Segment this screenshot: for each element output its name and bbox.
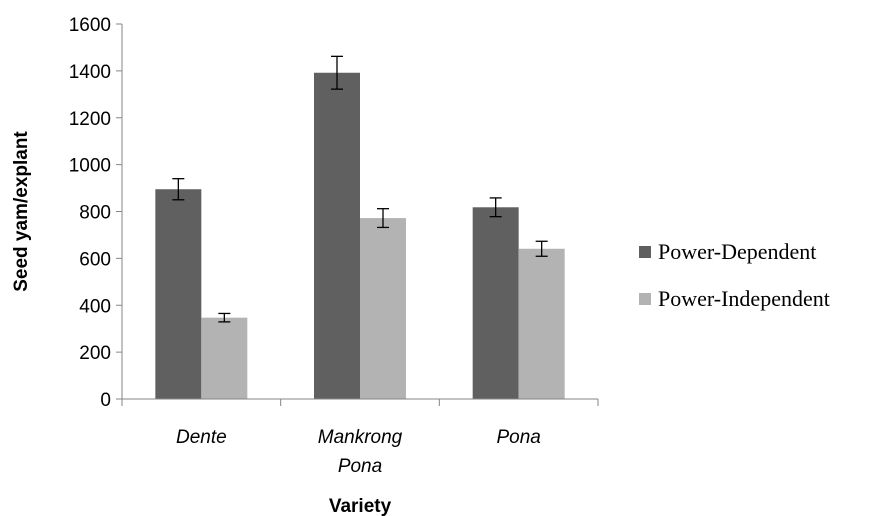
x-category-label: Mankrong (318, 427, 403, 448)
legend: Power-Dependent Power-Independent (639, 239, 830, 311)
legend-label: Power-Independent (658, 286, 830, 311)
error-bars-layer (172, 55, 548, 323)
bars-layer (155, 72, 565, 399)
legend-swatch (639, 246, 651, 258)
y-tick-label: 600 (79, 249, 111, 270)
legend-label: Power-Dependent (658, 239, 816, 264)
x-axis-title: Variety (329, 496, 392, 516)
y-tick-label: 1400 (69, 62, 111, 83)
y-tick-label: 400 (79, 296, 111, 317)
axes-layer: 0 200 400 600 800 1000 1200 1400 1600 Dente Mankro… (69, 15, 599, 477)
y-tick-label: 1000 (69, 156, 111, 177)
y-tick-label: 1200 (69, 109, 111, 130)
bar (201, 317, 248, 399)
x-category-label: Dente (176, 427, 227, 448)
bar (518, 248, 565, 399)
bar (472, 207, 519, 399)
y-tick-label: 200 (79, 343, 111, 364)
y-axis-title: Seed yam/explant (11, 131, 32, 292)
legend-swatch (639, 293, 651, 305)
bar (155, 189, 202, 399)
y-tick-label: 800 (79, 203, 111, 224)
x-category-label: Pona (496, 427, 540, 448)
x-category-label: Pona (338, 456, 382, 477)
bar (360, 218, 406, 399)
bar (314, 72, 360, 399)
y-tick-label: 1600 (69, 15, 111, 36)
y-tick-label: 0 (100, 390, 111, 411)
